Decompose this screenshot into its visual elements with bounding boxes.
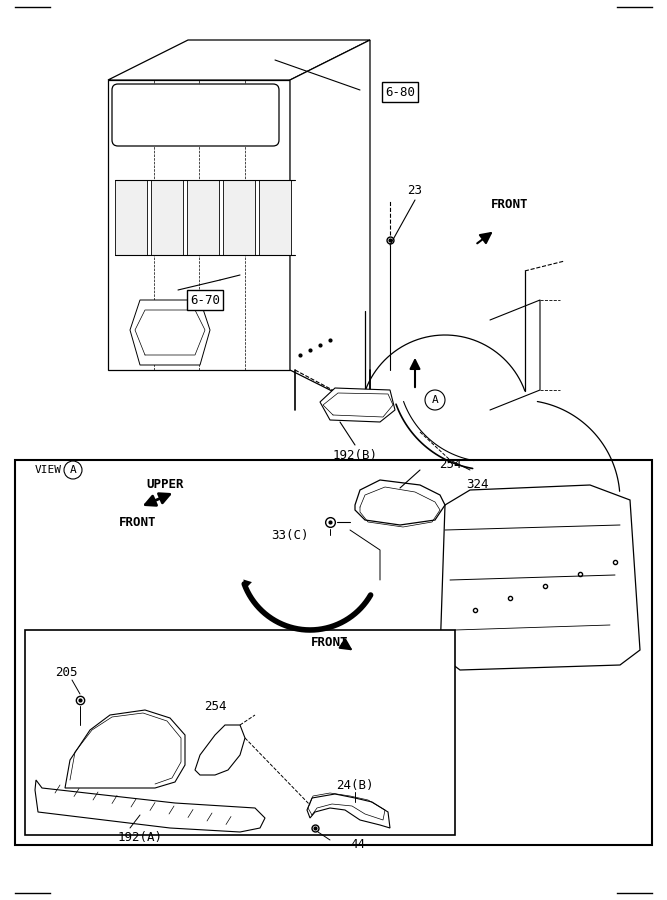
Bar — [15, 460, 652, 845]
Polygon shape — [440, 485, 640, 670]
Polygon shape — [307, 794, 390, 828]
Text: FRONT: FRONT — [119, 516, 157, 528]
Polygon shape — [355, 480, 445, 525]
Text: 6-80: 6-80 — [385, 86, 415, 98]
Text: 192(B): 192(B) — [333, 448, 378, 462]
Text: FRONT: FRONT — [492, 199, 529, 212]
Text: 33(C): 33(C) — [271, 528, 309, 542]
Text: 44: 44 — [350, 838, 365, 850]
Text: 205: 205 — [55, 665, 77, 679]
Polygon shape — [115, 180, 147, 255]
Polygon shape — [108, 80, 290, 370]
Polygon shape — [65, 710, 185, 788]
Text: 254: 254 — [203, 700, 226, 714]
Text: 192(A): 192(A) — [117, 832, 163, 844]
Polygon shape — [290, 40, 370, 410]
Polygon shape — [187, 180, 219, 255]
Polygon shape — [151, 180, 183, 255]
Text: UPPER: UPPER — [146, 479, 183, 491]
Polygon shape — [195, 725, 245, 775]
Polygon shape — [130, 300, 210, 365]
Text: A: A — [432, 395, 438, 405]
Polygon shape — [108, 40, 370, 80]
Polygon shape — [223, 180, 255, 255]
Text: 23: 23 — [408, 184, 422, 196]
Text: 6-70: 6-70 — [190, 293, 220, 307]
Polygon shape — [35, 780, 265, 832]
Text: FRONT: FRONT — [311, 636, 349, 650]
Text: 324: 324 — [466, 479, 488, 491]
Polygon shape — [320, 388, 395, 422]
Text: VIEW: VIEW — [35, 465, 62, 475]
Text: 254: 254 — [439, 458, 462, 472]
Bar — [25, 630, 455, 835]
FancyBboxPatch shape — [112, 84, 279, 146]
Text: A: A — [69, 465, 77, 475]
Text: 24(B): 24(B) — [336, 778, 374, 791]
Polygon shape — [259, 180, 291, 255]
